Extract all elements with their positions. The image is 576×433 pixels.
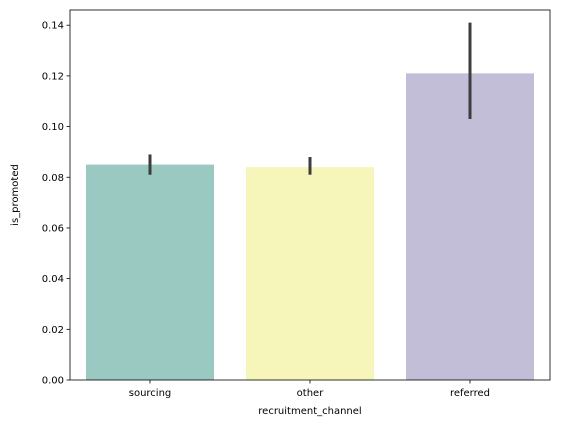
y-tick-label: 0.00 [42, 376, 64, 387]
y-tick-label: 0.06 [42, 223, 64, 234]
y-tick-label: 0.10 [42, 122, 64, 133]
y-tick-label: 0.02 [42, 325, 64, 336]
bars-group [86, 73, 534, 380]
y-tick-label: 0.04 [42, 274, 64, 285]
y-tick-label: 0.14 [42, 21, 64, 32]
x-axis-label: recruitment_channel [258, 406, 361, 417]
x-tick-label: other [297, 388, 325, 399]
y-tick-label: 0.12 [42, 71, 64, 82]
y-axis-label: is_promoted [10, 164, 21, 226]
error-bars-group [148, 22, 472, 175]
x-axis: sourcing other referred [129, 380, 490, 399]
bar-referred [406, 73, 534, 380]
x-tick-label: sourcing [129, 388, 172, 399]
bar-sourcing [86, 164, 214, 380]
bar-other [246, 167, 374, 380]
x-tick-label: referred [450, 388, 490, 399]
y-tick-label: 0.08 [42, 173, 64, 184]
y-axis: 0.00 0.02 0.04 0.06 0.08 0.10 0.12 0.14 [42, 21, 70, 387]
